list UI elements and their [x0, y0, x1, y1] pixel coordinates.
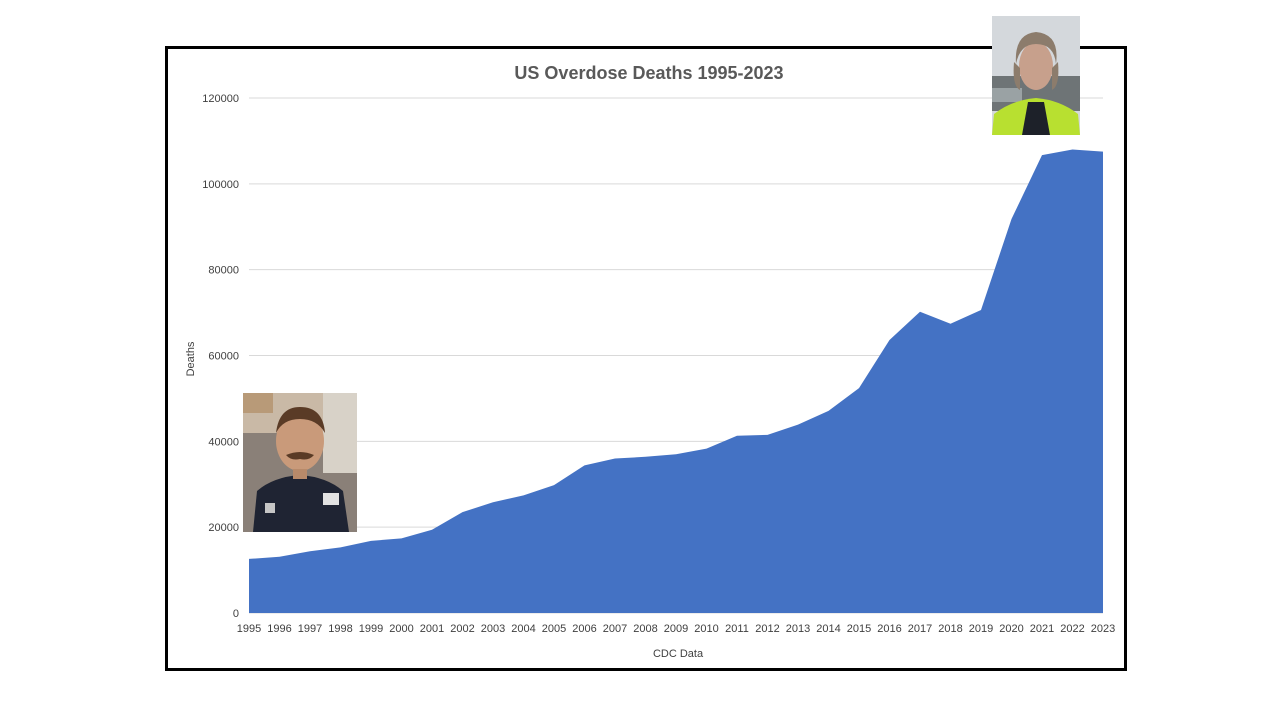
gridlines	[249, 97, 1103, 614]
x-tick-label: 1999	[359, 623, 383, 635]
x-tick-label: 2023	[1091, 623, 1115, 635]
y-tick-label: 60000	[208, 351, 239, 363]
chart-frame: 0 20000 40000 60000 80000 100000 120000 1995 19…	[165, 46, 1127, 671]
y-tick-label: 120000	[202, 93, 239, 105]
x-tick-label: 2019	[969, 623, 993, 635]
x-tick-label: 1995	[237, 623, 261, 635]
x-tick-label: 2018	[938, 623, 962, 635]
x-axis-ticks: 1995 1996 1997 1998 1999 2000 2001 2002 2003 2004…	[237, 623, 1115, 635]
plot-area	[249, 149, 1103, 613]
x-tick-label: 2000	[389, 623, 413, 635]
x-tick-label: 2008	[633, 623, 657, 635]
chart-title: US Overdose Deaths 1995-2023	[514, 63, 783, 83]
x-tick-label: 1996	[267, 623, 291, 635]
x-tick-label: 2014	[816, 623, 840, 635]
x-tick-label: 1998	[328, 623, 352, 635]
y-tick-label: 40000	[208, 436, 239, 448]
x-tick-label: 2016	[877, 623, 901, 635]
x-tick-label: 2004	[511, 623, 535, 635]
x-tick-label: 2015	[847, 623, 871, 635]
x-tick-label: 2017	[908, 623, 932, 635]
y-axis-label: Deaths	[185, 341, 197, 376]
x-tick-label: 2001	[420, 623, 444, 635]
x-tick-label: 2022	[1060, 623, 1084, 635]
x-tick-label: 2021	[1030, 623, 1054, 635]
portrait-uniformed-man-photo	[243, 393, 357, 532]
y-tick-label: 100000	[202, 179, 239, 191]
x-tick-label: 1997	[298, 623, 322, 635]
portrait-older-man-hi-vis-photo	[992, 16, 1080, 135]
y-axis-ticks: 0 20000 40000 60000 80000 100000 120000	[202, 93, 239, 620]
x-tick-label: 2007	[603, 623, 627, 635]
area-series	[249, 149, 1103, 613]
y-tick-label: 80000	[208, 265, 239, 277]
y-tick-label: 0	[233, 608, 239, 620]
y-tick-label: 20000	[208, 522, 239, 534]
x-tick-label: 2011	[725, 623, 749, 635]
x-tick-label: 2012	[755, 623, 779, 635]
x-tick-label: 2006	[572, 623, 596, 635]
x-axis-label: CDC Data	[653, 648, 704, 660]
x-tick-label: 2009	[664, 623, 688, 635]
x-tick-label: 2003	[481, 623, 505, 635]
x-tick-label: 2020	[999, 623, 1023, 635]
x-tick-label: 2010	[694, 623, 718, 635]
x-tick-label: 2013	[786, 623, 810, 635]
x-tick-label: 2005	[542, 623, 566, 635]
x-tick-label: 2002	[450, 623, 474, 635]
